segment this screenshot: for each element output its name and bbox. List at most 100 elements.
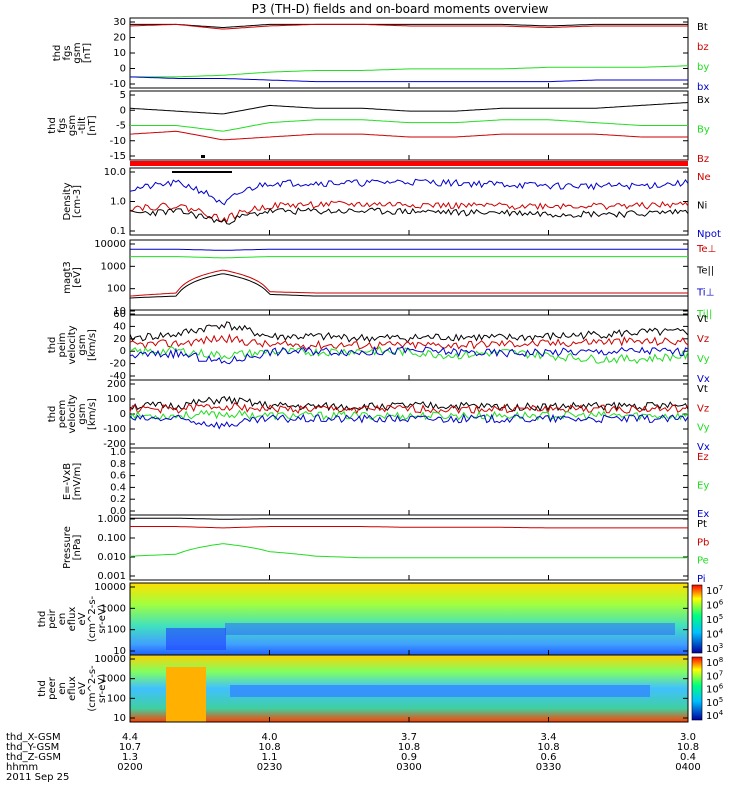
series-line-Pb: [130, 526, 688, 529]
y-axis-label-line: peer: [47, 676, 58, 700]
legend-entry: Pt: [697, 519, 707, 530]
y-tick-label: 10: [113, 646, 126, 657]
footer-value: 0.6: [541, 752, 557, 763]
colorbar-tick-label: 103: [706, 642, 723, 655]
y-axis-label-line: eflux: [67, 607, 78, 632]
y-axis-label: magt3 [eV]: [62, 261, 83, 294]
footer-value: 3.4: [541, 732, 557, 743]
colorbar-tick-label: 108: [706, 656, 723, 669]
series-line-Vx: [129, 413, 689, 430]
colorbar-tick-label: 106: [706, 599, 724, 612]
y-tick-label: 0: [120, 409, 126, 420]
footer-value: 10.8: [398, 742, 420, 753]
y-axis-label: thd peem velocity gsm [km/s]: [47, 394, 98, 433]
legend-entry: Vy: [697, 354, 710, 365]
legend-entry: Ni: [697, 201, 707, 212]
y-axis-label: thd peir en eflux eV (cm^2-s-sr-eV): [37, 595, 108, 642]
series-line-Ti||: [130, 256, 688, 259]
y-tick-label: 100: [107, 394, 126, 405]
footer-row-label: thd_X-GSM: [6, 732, 61, 743]
y-tick-label: 20: [113, 33, 126, 44]
series-line-Pt: [130, 517, 688, 520]
y-axis-label-line: [cm-3]: [72, 185, 83, 218]
series-line-Vt: [129, 321, 689, 344]
y-tick-label: 0.010: [97, 552, 126, 563]
legend-entry: Pi: [697, 574, 706, 585]
status-marker: [201, 155, 205, 158]
y-tick-label: 0: [120, 64, 126, 75]
y-tick-label: 0.6: [110, 471, 126, 482]
y-tick-label: 0: [120, 346, 126, 357]
y-tick-label: 100: [107, 284, 126, 295]
series-line-Ni: [129, 207, 689, 225]
legend-entry: Vx: [697, 442, 710, 453]
y-tick-label: 1000: [101, 603, 126, 614]
y-tick-label: -200: [103, 439, 126, 450]
y-axis-label-line: eV: [77, 612, 88, 625]
legend-entry: Te||: [696, 266, 714, 277]
y-axis-label-line: [nT]: [87, 115, 98, 135]
footer-value: 10.8: [258, 742, 280, 753]
y-tick-label: 10: [113, 48, 126, 59]
series-line-Ne: [129, 200, 689, 224]
y-axis-label: Pressure [nPa]: [62, 526, 83, 569]
y-tick-label: 1000: [101, 674, 126, 685]
y-axis-label-line: gsm: [77, 334, 88, 355]
legend-entry: Bt: [697, 22, 708, 33]
y-axis-label: thd peer en eflux eV (cm^2-s-sr-eV): [37, 665, 108, 712]
y-tick-label: 1.0: [110, 197, 126, 208]
panel-2: 5 0 -5 -10 -15 thd fgs gsm -tilt [nT] Bx By Bz: [47, 90, 710, 165]
y-tick-label: 1.000: [97, 514, 126, 525]
y-axis-label: Density [cm-3]: [62, 182, 83, 220]
y-tick-label: 0: [120, 105, 126, 116]
series-line-Bx: [129, 102, 689, 115]
footer-row-label: hhmm: [6, 762, 38, 773]
footer-value: 0400: [675, 762, 700, 773]
colorbar-tick-label: 106: [706, 683, 724, 696]
y-axis-label-line: thd: [47, 117, 58, 134]
y-tick-label: -5: [116, 121, 126, 132]
y-tick-label: -10: [110, 79, 126, 90]
y-axis-label-line: thd: [52, 45, 63, 62]
legend-entry: Pb: [697, 537, 709, 548]
footer-value: 0300: [396, 762, 421, 773]
y-axis-label-line: E=-VxB: [62, 463, 73, 500]
colorbar-tick-label: 105: [706, 696, 723, 709]
legend-entry: Vy: [697, 423, 710, 434]
footer-value: 4.0: [262, 732, 278, 743]
series-line-Vz: [129, 402, 689, 415]
y-axis-label-line: velocity: [67, 394, 78, 433]
panel-frame: [129, 167, 689, 236]
y-tick-label: 10000: [94, 654, 126, 665]
panel-8: 1.000 0.100 0.010 0.001 Pressure [nPa] Pt Pb Pe P…: [62, 514, 709, 585]
y-tick-label: 0.1: [110, 226, 126, 237]
series-line-by: [130, 65, 689, 78]
y-axis-label-line: [km/s]: [87, 329, 98, 361]
footer-value: 1.3: [122, 752, 138, 763]
y-axis-label-line: thd: [47, 406, 58, 423]
y-axis-label-line: peim: [57, 332, 68, 357]
y-tick-label: 10.0: [104, 167, 126, 178]
footer-value: 4.4: [122, 732, 138, 743]
panel-7: 1.00.80.60.40.20.0 E=-VxB [mV/m] Ez Ey Ex: [62, 447, 709, 520]
y-axis-label-line: magt3: [62, 261, 73, 294]
legend-entry: Vz: [697, 403, 709, 414]
y-tick-label: 5: [120, 90, 126, 101]
y-tick-label: -20: [110, 359, 126, 370]
y-tick-label: -10: [110, 136, 126, 147]
panel-6: 200 100 0 -100 -200 thd peem velocity gsm [km/s] V…: [47, 379, 710, 453]
y-tick-label: 10000: [94, 239, 126, 250]
y-axis-label-line: thd: [37, 611, 48, 628]
colorbar-tick-label: 105: [706, 613, 723, 626]
y-tick-label: -15: [110, 151, 126, 162]
status-bar: [130, 161, 688, 166]
legend-entry: Ex: [697, 509, 709, 520]
legend-entry: bz: [697, 42, 709, 53]
y-tick-label: -100: [103, 424, 126, 435]
panel-1: 30 20 10 0 -10 thd fgs gsm [nT] Bt bz by bx: [52, 17, 709, 93]
footer-ephemeris: thd_X-GSM 4.4 4.0 3.7 3.4 3.0 thd_Y-GSM 10.7 10.…: [6, 732, 701, 783]
